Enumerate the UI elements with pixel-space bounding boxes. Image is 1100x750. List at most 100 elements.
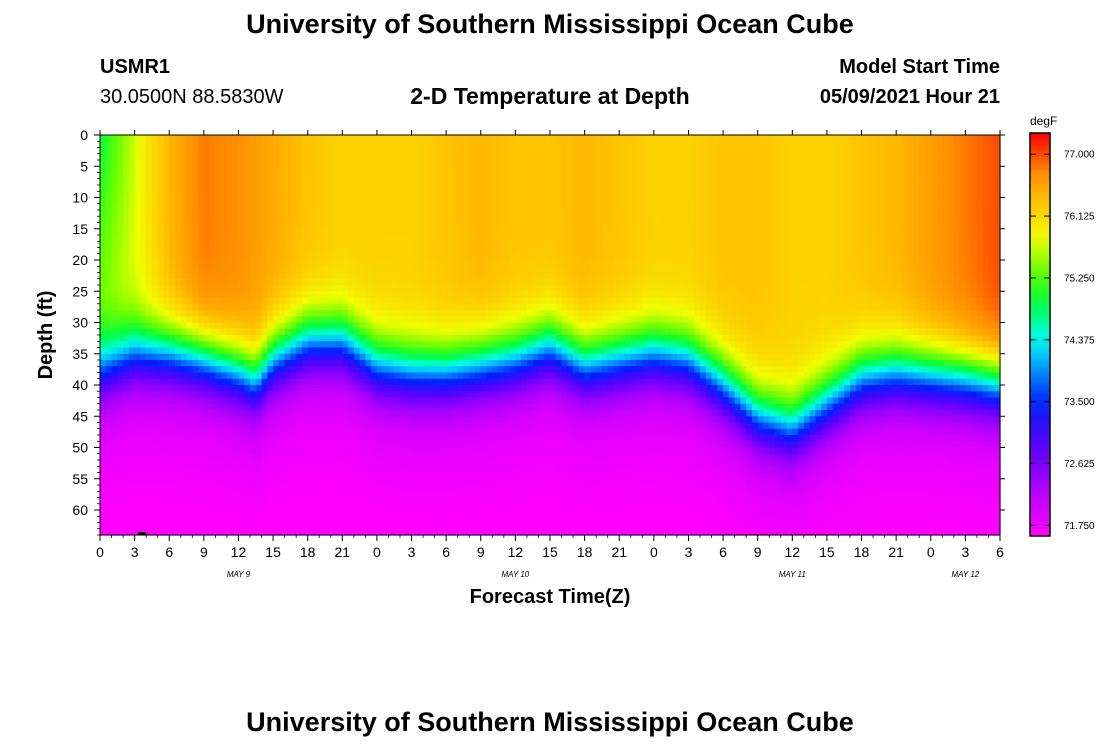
- heatmap-cell: [388, 228, 395, 236]
- heatmap-cell: [446, 416, 453, 424]
- heatmap-cell: [325, 335, 332, 342]
- heatmap-cell: [203, 260, 211, 267]
- heatmap-cell: [382, 435, 390, 442]
- heatmap-cell: [301, 397, 309, 405]
- heatmap-cell: [457, 197, 465, 205]
- heatmap-cell: [509, 191, 516, 199]
- heatmap-cell: [255, 222, 263, 230]
- heatmap-cell: [273, 503, 280, 511]
- heatmap-cell: [417, 153, 424, 161]
- heatmap-cell: [440, 197, 447, 205]
- heatmap-cell: [463, 210, 470, 217]
- heatmap-cell: [492, 360, 499, 367]
- heatmap-cell: [226, 303, 234, 311]
- heatmap-cell: [359, 360, 366, 367]
- heatmap-cell: [417, 141, 424, 149]
- heatmap-cell: [423, 428, 430, 436]
- heatmap-cell: [417, 260, 424, 267]
- heatmap-cell: [198, 516, 205, 524]
- heatmap-cell: [544, 372, 551, 380]
- heatmap-cell: [451, 410, 459, 417]
- heatmap-cell: [405, 485, 413, 492]
- heatmap-cell: [342, 360, 349, 367]
- heatmap-cell: [342, 247, 349, 255]
- heatmap-cell: [411, 316, 418, 324]
- heatmap-cell: [405, 516, 413, 524]
- heatmap-cell: [175, 447, 182, 455]
- heatmap-cell: [151, 516, 159, 524]
- heatmap-cell: [255, 503, 263, 511]
- heatmap-cell: [278, 472, 286, 480]
- heatmap-cell: [123, 422, 130, 430]
- heatmap-cell: [209, 360, 216, 367]
- heatmap-cell: [203, 178, 211, 186]
- heatmap-cell: [319, 235, 326, 242]
- heatmap-cell: [319, 210, 326, 217]
- heatmap-cell: [146, 135, 153, 142]
- heatmap-cell: [226, 472, 234, 480]
- heatmap-cell: [221, 460, 228, 467]
- heatmap-cell: [128, 347, 136, 355]
- heatmap-cell: [278, 460, 286, 467]
- heatmap-cell: [451, 185, 459, 192]
- heatmap-cell: [278, 310, 286, 317]
- heatmap-cell: [532, 297, 540, 305]
- heatmap-cell: [492, 491, 499, 499]
- heatmap-cell: [515, 372, 522, 380]
- heatmap-cell: [100, 453, 107, 461]
- heatmap-cell: [498, 278, 505, 286]
- heatmap-cell: [221, 466, 228, 474]
- heatmap-cell: [371, 260, 378, 267]
- heatmap-cell: [440, 497, 447, 505]
- heatmap-cell: [238, 466, 245, 474]
- heatmap-cell: [301, 235, 309, 242]
- heatmap-cell: [411, 447, 418, 455]
- heatmap-cell: [209, 260, 216, 267]
- heatmap-cell: [134, 272, 141, 280]
- heatmap-cell: [273, 422, 280, 430]
- heatmap-cell: [284, 491, 291, 499]
- heatmap-cell: [538, 453, 545, 461]
- heatmap-cell: [151, 185, 159, 192]
- heatmap-cell: [457, 235, 465, 242]
- heatmap-cell: [146, 485, 153, 492]
- heatmap-cell: [157, 447, 165, 455]
- heatmap-cell: [532, 253, 540, 261]
- heatmap-cell: [486, 335, 493, 342]
- heatmap-cell: [261, 185, 268, 192]
- heatmap-cell: [440, 528, 447, 536]
- heatmap-cell: [290, 297, 297, 305]
- heatmap-cell: [342, 516, 349, 524]
- heatmap-cell: [325, 291, 332, 299]
- heatmap-cell: [209, 466, 216, 474]
- heatmap-cell: [371, 366, 378, 374]
- heatmap-cell: [428, 191, 436, 199]
- heatmap-cell: [192, 422, 199, 430]
- heatmap-cell: [105, 497, 113, 505]
- heatmap-cell: [353, 135, 361, 142]
- heatmap-cell: [163, 466, 170, 474]
- heatmap-cell: [192, 310, 199, 317]
- heatmap-cell: [261, 422, 268, 430]
- heatmap-cell: [180, 497, 188, 505]
- heatmap-cell: [330, 178, 338, 186]
- heatmap-cell: [330, 216, 338, 224]
- heatmap-cell: [411, 235, 418, 242]
- heatmap-cell: [365, 191, 372, 199]
- heatmap-cell: [348, 266, 355, 274]
- heatmap-cell: [463, 353, 470, 361]
- heatmap-cell: [238, 228, 245, 236]
- heatmap-cell: [215, 291, 222, 299]
- heatmap-cell: [203, 478, 211, 486]
- heatmap-cell: [163, 247, 170, 255]
- heatmap-cell: [301, 322, 309, 330]
- heatmap-cell: [203, 497, 211, 505]
- heatmap-cell: [123, 160, 130, 167]
- heatmap-cell: [226, 203, 234, 211]
- heatmap-cell: [301, 191, 309, 199]
- heatmap-cell: [261, 297, 268, 305]
- heatmap-cell: [180, 516, 188, 524]
- heatmap-cell: [359, 410, 366, 417]
- heatmap-cell: [215, 303, 222, 311]
- heatmap-cell: [538, 216, 545, 224]
